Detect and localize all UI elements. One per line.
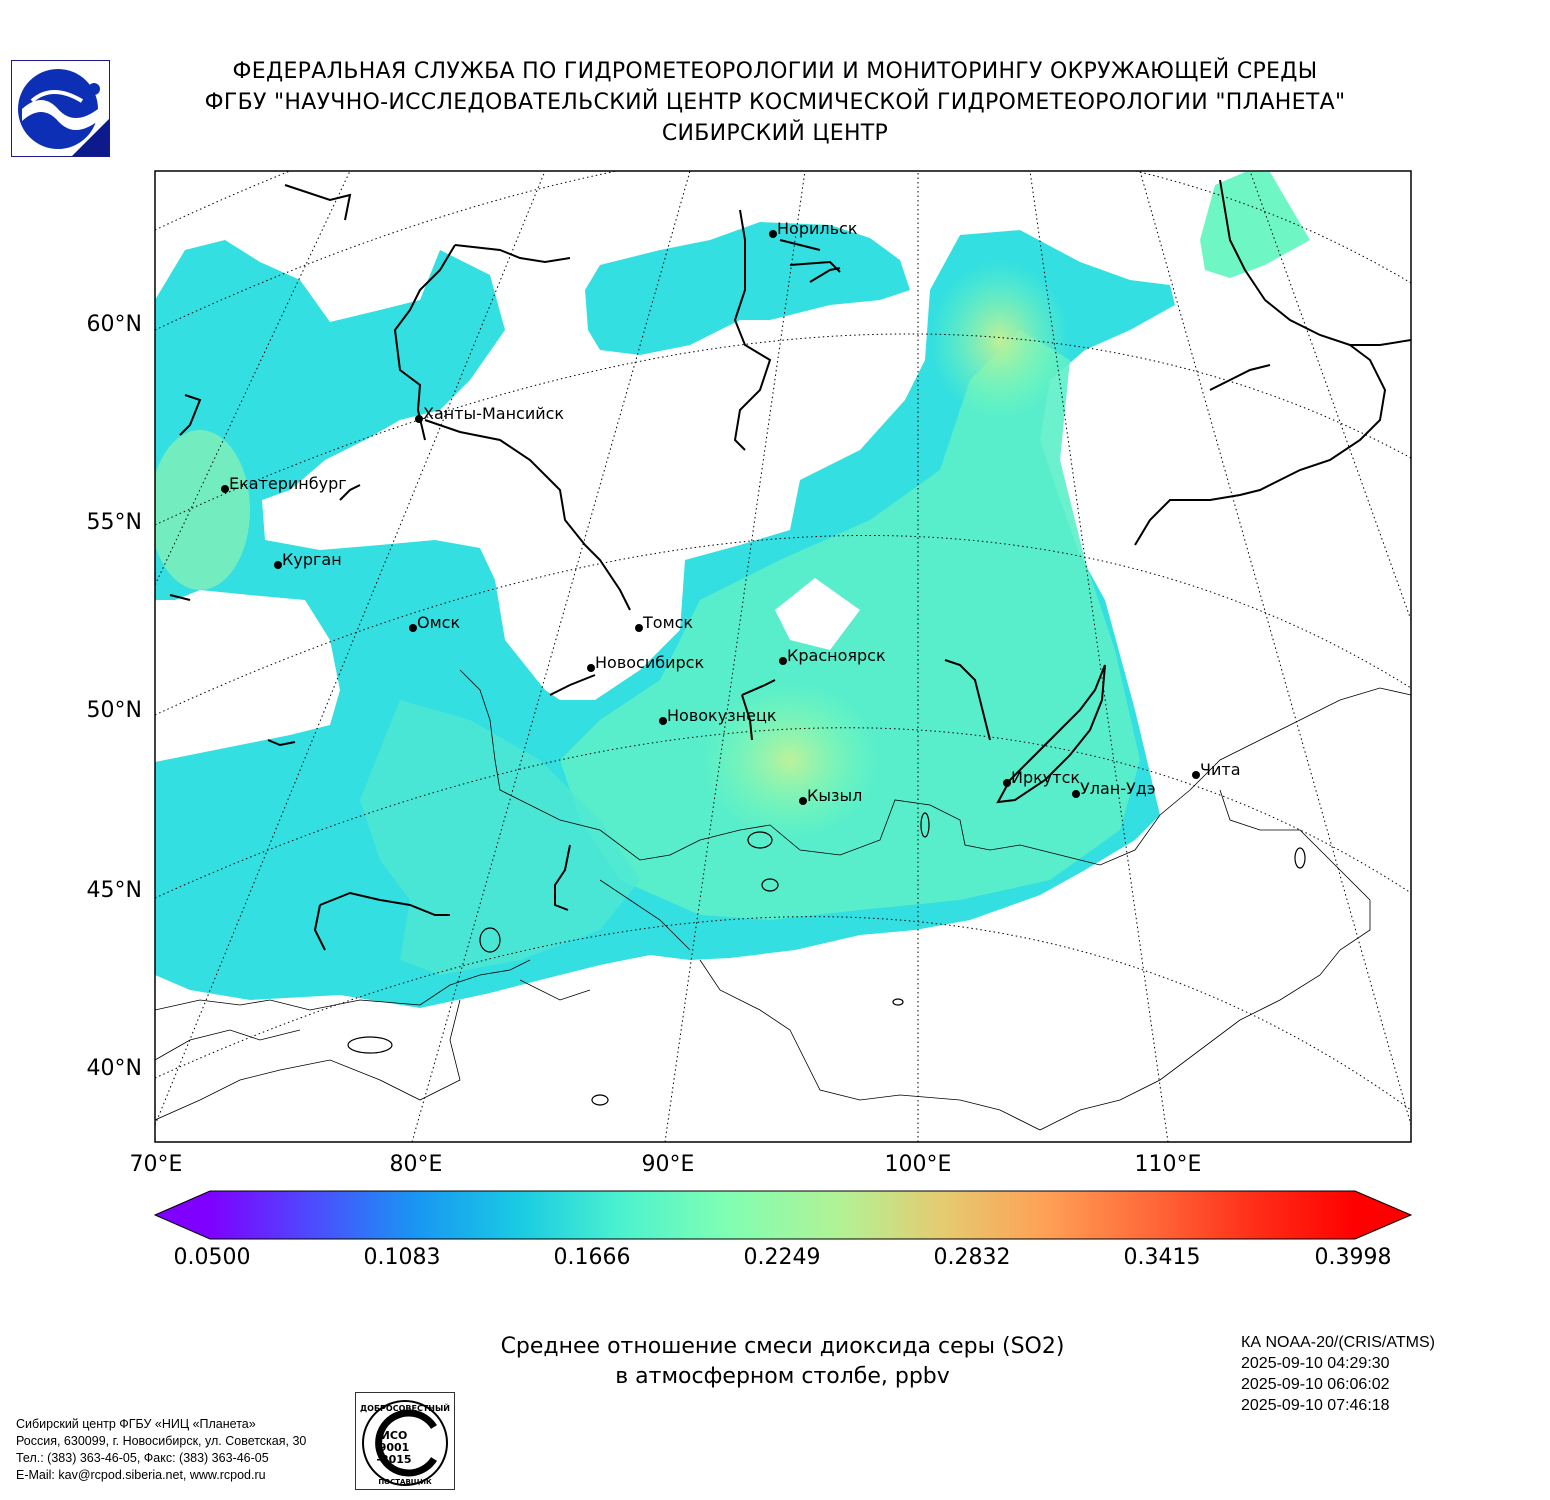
contact-line-4: E-Mail: kav@rcpod.siberia.net, www.rcpod… bbox=[16, 1468, 266, 1482]
so2-field-northeast bbox=[1200, 172, 1310, 278]
svg-text:ПОСТАВЩИК: ПОСТАВЩИК bbox=[378, 1478, 432, 1486]
graticule bbox=[155, 171, 1411, 1142]
pass-time: 2025-09-10 07:46:18 bbox=[1241, 1397, 1390, 1414]
colorbar-tick: 0.0500 bbox=[173, 1245, 251, 1270]
svg-text:-2015: -2015 bbox=[376, 1453, 411, 1466]
header-line-3: СИБИРСКИЙ ЦЕНТР bbox=[661, 121, 889, 146]
pass-time: 2025-09-10 04:29:30 bbox=[1241, 1355, 1390, 1372]
lat-label-40: 40°N bbox=[86, 1056, 142, 1081]
header: ФЕДЕРАЛЬНАЯ СЛУЖБА ПО ГИДРОМЕТЕОРОЛОГИИ … bbox=[0, 56, 1550, 149]
colorbar-tick: 0.1666 bbox=[553, 1245, 631, 1270]
lon-label-100: 100°E bbox=[884, 1152, 952, 1177]
satellite-name: КА NOAA-20/(CRIS/ATMS) bbox=[1241, 1334, 1435, 1351]
svg-text:ДОБРОСОВЕСТНЫЙ: ДОБРОСОВЕСТНЫЙ bbox=[360, 1402, 450, 1413]
lat-label-50: 50°N bbox=[86, 698, 142, 723]
rivers-coastline bbox=[169, 179, 1411, 951]
lat-label-60: 60°N bbox=[86, 312, 142, 337]
contact-line-3: Тел.: (383) 363-46-05, Факс: (383) 363-4… bbox=[16, 1451, 269, 1465]
contact-line-1: Сибирский центр ФГБУ «НИЦ «Планета» bbox=[16, 1417, 256, 1431]
pass-time: 2025-09-10 06:06:02 bbox=[1241, 1376, 1390, 1393]
colorbar-tick: 0.1083 bbox=[363, 1245, 441, 1270]
colorbar-tick: 0.2249 bbox=[743, 1245, 821, 1270]
contact-line-2: Россия, 630099, г. Новосибирск, ул. Сове… bbox=[16, 1434, 307, 1448]
colorbar-tick: 0.3415 bbox=[1123, 1245, 1201, 1270]
colorbar-tick: 0.3998 bbox=[1314, 1245, 1392, 1270]
colorbar-tick: 0.2832 bbox=[933, 1245, 1011, 1270]
svg-text:9001: 9001 bbox=[379, 1441, 410, 1454]
caption-line-2: в атмосферном столбе, ppbv bbox=[615, 1364, 950, 1389]
header-line-1: ФЕДЕРАЛЬНАЯ СЛУЖБА ПО ГИДРОМЕТЕОРОЛОГИИ … bbox=[232, 59, 1318, 84]
caption-line-1: Среднее отношение смеси диоксида серы (S… bbox=[500, 1334, 1065, 1359]
lon-label-80: 80°E bbox=[389, 1152, 443, 1177]
lon-label-110: 110°E bbox=[1134, 1152, 1202, 1177]
map-caption: Среднее отношение смеси диоксида серы (S… bbox=[0, 1332, 1550, 1392]
borders bbox=[155, 669, 1411, 1131]
svg-text:ИСО: ИСО bbox=[381, 1429, 408, 1442]
so2-field-north bbox=[585, 222, 910, 355]
lat-label-45: 45°N bbox=[86, 878, 142, 903]
planeta-logo bbox=[11, 60, 110, 157]
contact-info: Сибирский центр ФГБУ «НИЦ «Планета» Росс… bbox=[16, 1416, 306, 1484]
lon-label-90: 90°E bbox=[641, 1152, 695, 1177]
iso-9001-badge: ДОБРОСОВЕСТНЫЙ ИСО 9001 -2015 ПОСТАВЩИК bbox=[355, 1392, 455, 1490]
colorbar bbox=[153, 1190, 1413, 1240]
map-frame bbox=[154, 170, 1412, 1143]
header-line-2: ФГБУ "НАУЧНО-ИССЛЕДОВАТЕЛЬСКИЙ ЦЕНТР КОС… bbox=[204, 90, 1346, 115]
lon-label-70: 70°E bbox=[129, 1152, 183, 1177]
satellite-info: КА NOAA-20/(CRIS/ATMS) 2025-09-10 04:29:… bbox=[1241, 1332, 1435, 1416]
lat-label-55: 55°N bbox=[86, 510, 142, 535]
